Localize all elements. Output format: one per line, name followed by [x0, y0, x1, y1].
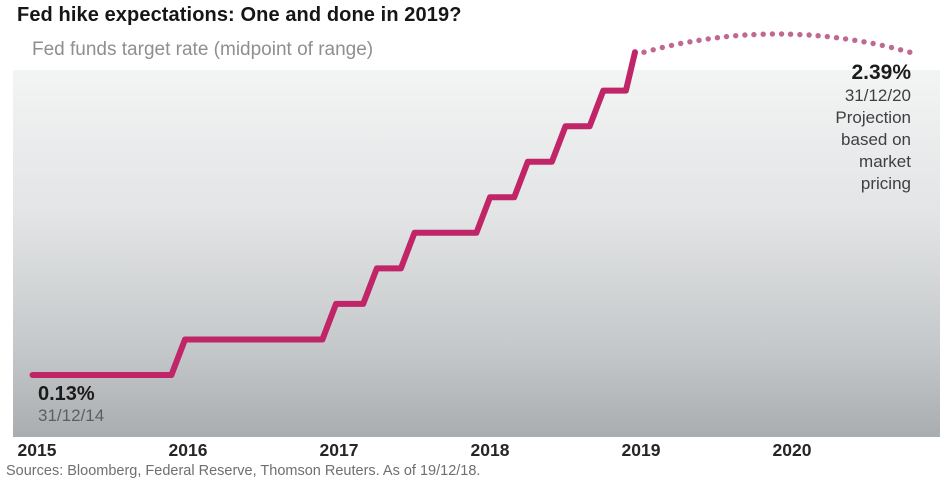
projection-dot: [861, 39, 867, 45]
projection-dot: [842, 36, 849, 42]
projection-dot: [714, 35, 721, 41]
projection-dot: [723, 33, 730, 40]
x-axis-label-2020: 2020: [772, 440, 812, 460]
projection-dot: [687, 39, 693, 45]
end-date-label: 31/12/20: [844, 86, 911, 105]
projection-dot: [797, 31, 803, 38]
projection-dot: [769, 31, 776, 37]
x-axis-label-2019: 2019: [621, 440, 661, 460]
projection-dot: [888, 44, 895, 51]
projection-dot: [641, 49, 647, 55]
x-axis-label-2018: 2018: [470, 440, 510, 460]
projection-dot: [824, 33, 830, 40]
projection-dot: [705, 36, 711, 42]
projection-dot: [742, 32, 748, 38]
projection-dot: [659, 44, 665, 51]
projection-dot: [815, 33, 821, 39]
fed-funds-rate-line: [29, 49, 638, 378]
projection-dot: [806, 32, 812, 38]
projection-dot: [852, 37, 858, 43]
projection-dot: [668, 42, 675, 49]
source-line: Sources: Bloomberg, Federal Reserve, Tho…: [6, 463, 481, 479]
projection-dot: [870, 40, 876, 47]
projection-dot: [897, 47, 904, 53]
projection-annotation: 2.39% 31/12/20 Projection based on marke…: [815, 61, 911, 195]
projection-note: Projection based on market pricing: [835, 108, 911, 193]
projection-dot: [833, 35, 840, 41]
projection-dot: [778, 31, 785, 37]
projection-dot: [751, 31, 757, 38]
x-axis: 2015 2016 2017 2018 2019 2020: [0, 440, 940, 460]
projection-dot: [907, 49, 913, 55]
x-axis-label-2016: 2016: [168, 440, 208, 460]
projection-dot: [650, 47, 656, 53]
projection-dot: [787, 31, 794, 37]
start-value-label: 0.13%: [38, 383, 95, 405]
end-value-label: 2.39%: [851, 61, 911, 84]
projection-dot: [696, 37, 702, 43]
chart-subtitle: Fed funds target rate (midpoint of range…: [32, 39, 374, 60]
x-axis-label-2017: 2017: [319, 440, 359, 460]
rate-start-annotation: 0.13% 31/12/14: [38, 384, 104, 426]
projection-dot: [879, 42, 885, 49]
projection-dot: [733, 33, 739, 39]
page-title: Fed hike expectations: One and done in 2…: [17, 4, 462, 26]
x-axis-label-2015: 2015: [17, 440, 57, 460]
projection-dot: [678, 40, 684, 47]
start-date-label: 31/12/14: [38, 406, 105, 425]
projection-dot: [760, 31, 766, 37]
